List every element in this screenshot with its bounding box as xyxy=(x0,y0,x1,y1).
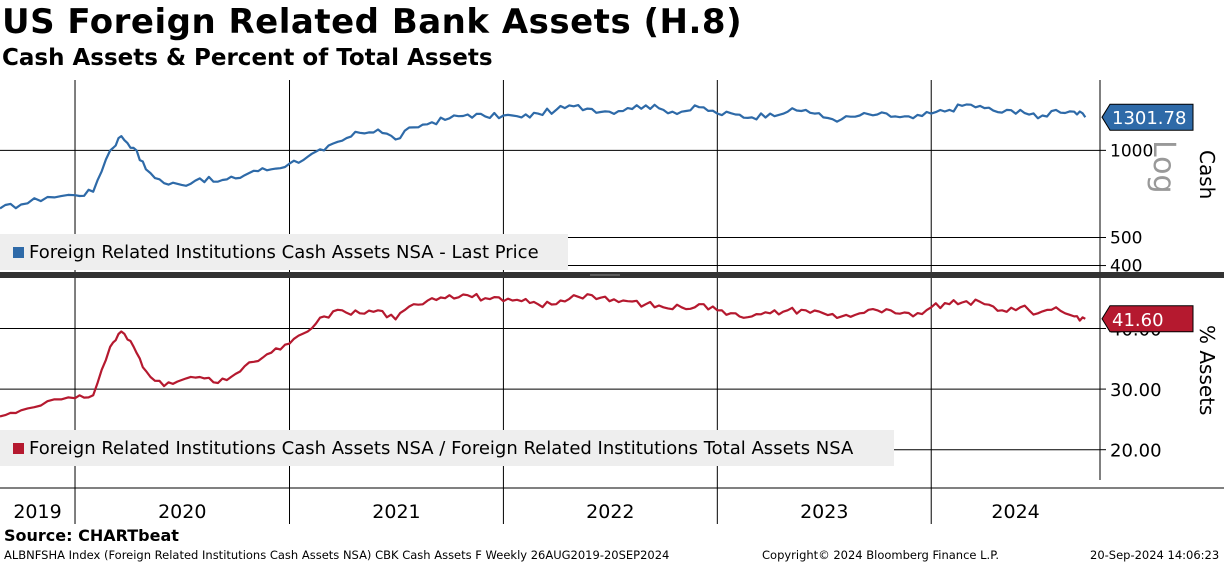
ratio-series-line xyxy=(0,292,1086,418)
top-y-tick-label: 400 xyxy=(1110,257,1142,277)
ratio-legend-swatch xyxy=(13,443,24,454)
log-scale-label: Log xyxy=(1146,140,1181,194)
top-y-tick-label: 1000 xyxy=(1110,141,1153,161)
cash-last-tag xyxy=(1101,103,1194,131)
top-y-tick-label: 500 xyxy=(1110,228,1142,248)
cash-legend-swatch xyxy=(13,247,24,258)
ratio-legend-label: Foreign Related Institutions Cash Assets… xyxy=(29,438,854,459)
bottom-y-tick-label: 20.00 xyxy=(1110,441,1162,462)
index-info: ALBNFSHA Index (Foreign Related Institut… xyxy=(4,548,670,562)
x-year-label: 2019 xyxy=(13,501,61,523)
top-y-axis-title: Cash xyxy=(1195,150,1219,199)
bottom-y-axis-title: % Assets xyxy=(1195,325,1219,415)
cash-legend-label: Foreign Related Institutions Cash Assets… xyxy=(29,242,539,263)
x-year-label: 2020 xyxy=(158,501,206,523)
cash-series-line xyxy=(0,103,1087,210)
timestamp: 20-Sep-2024 14:06:23 xyxy=(1090,548,1220,562)
x-year-label: 2022 xyxy=(586,501,634,523)
cash-last-value: 1301.78 xyxy=(1112,108,1186,129)
cash-legend-box xyxy=(0,234,568,270)
x-year-label: 2024 xyxy=(991,501,1039,523)
chart-title: US Foreign Related Bank Assets (H.8) xyxy=(2,2,743,42)
chart-subtitle: Cash Assets & Percent of Total Assets xyxy=(2,45,493,71)
bottom-y-tick-label: 30.00 xyxy=(1110,380,1162,401)
x-year-label: 2021 xyxy=(372,501,420,523)
ratio-last-tag xyxy=(1101,305,1194,333)
x-year-label: 2023 xyxy=(800,501,848,523)
copyright: Copyright© 2024 Bloomberg Finance L.P. xyxy=(762,548,999,562)
source-label: Source: CHARTbeat xyxy=(4,526,179,545)
ratio-last-value: 41.60 xyxy=(1112,310,1164,331)
ratio-legend-box xyxy=(0,430,894,466)
